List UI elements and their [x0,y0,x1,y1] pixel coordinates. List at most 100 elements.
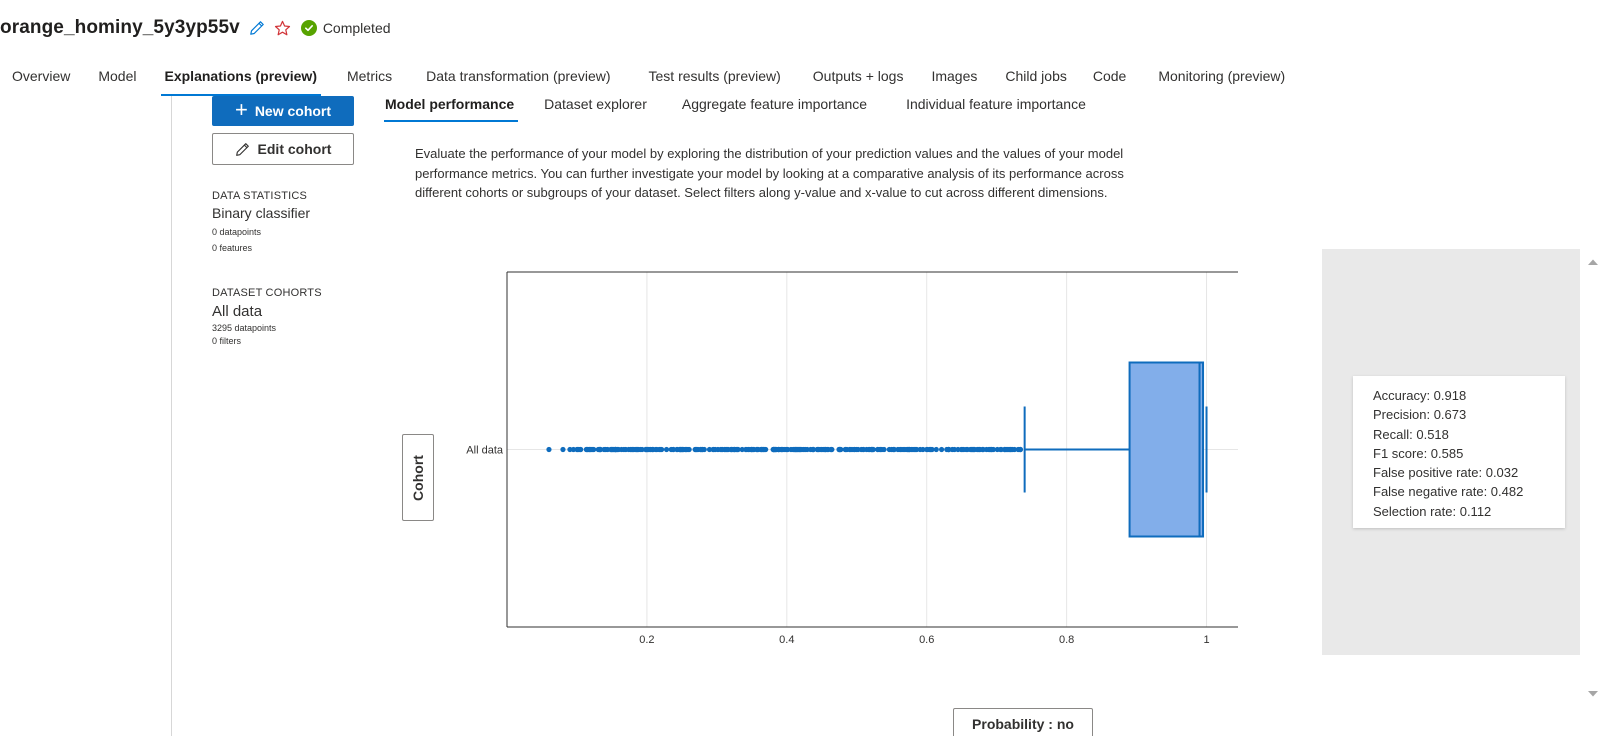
y-category-label: All data [466,445,504,457]
x-tick-label: 0.8 [1059,634,1074,646]
outlier-point [928,446,934,453]
outlier-point [898,446,904,453]
outlier-point [851,446,857,453]
edit-name-pencil-icon[interactable] [249,20,265,36]
description: Evaluate the performance of your model b… [415,146,1124,200]
outlier-point [587,446,593,453]
x-tick-label: 0.2 [639,634,654,646]
outlier-point [836,446,843,453]
outlier-point [938,446,945,453]
subtab-individual-feature-importance[interactable]: Individual feature importance [906,96,1086,112]
outlier-point [694,446,700,453]
outlier-point [644,446,650,453]
outlier-point [1011,446,1018,453]
tab-child-jobs[interactable]: Child jobs [1005,68,1067,84]
outlier-point [633,446,639,453]
outlier-point [654,446,660,453]
outlier-point [629,446,636,453]
outlier-point [877,446,883,453]
scroll-down-icon[interactable] [1586,688,1600,700]
outlier-point [618,446,625,453]
outlier-point [771,446,778,453]
outlier-point [816,446,822,453]
new-cohort-button[interactable]: + New cohort [212,96,354,126]
outlier-point [823,446,829,453]
tab-overview[interactable]: Overview [12,68,71,84]
y-axis-cohort-button[interactable]: Cohort [402,434,434,521]
metric-item: F1 score: 0.585 [1373,445,1464,461]
outlier-point [739,446,745,453]
outlier-point [597,446,604,453]
box-iqr [1128,361,1205,538]
outlier-point [706,446,713,453]
outlier-point [670,446,676,453]
outlier-point [758,446,765,453]
tab-outputs-logs[interactable]: Outputs + logs [812,68,904,84]
dataset-cohorts-heading: DATASET COHORTS [212,287,322,299]
subtab-aggregate-feature-importance[interactable]: Aggregate feature importance [681,96,868,112]
x-tick-label: 0.6 [919,634,934,646]
metric-item: Precision: 0.673 [1373,407,1467,423]
status-text: Completed [322,20,391,36]
outlier-point [792,446,798,453]
outlier-point [955,446,961,453]
subtab-model-performance[interactable]: Model performance [383,88,519,122]
edit-cohort-button[interactable]: Edit cohort [212,133,354,165]
x-axis-probability-button[interactable]: Probability : no [953,708,1093,736]
metric-item: Recall: 0.518 [1373,426,1449,442]
outlier-point [779,446,785,453]
data-statistics-heading: DATA STATISTICS [212,190,308,202]
outlier-point [601,446,607,453]
outlier-point [743,446,749,453]
outlier-point [881,446,887,453]
tab-images[interactable]: Images [931,68,978,84]
datapoints-count: 0 datapoints [212,227,262,237]
tab-monitoring[interactable]: Monitoring (preview) [1158,68,1286,84]
features-count: 0 features [212,243,253,253]
job-tabs: Overview Model Explanations (preview) Me… [0,58,1286,96]
outlier-point [729,446,735,453]
subtab-dataset-explorer[interactable]: Dataset explorer [544,96,647,112]
cohort-filters: 0 filters [212,336,242,346]
model-performance-box-plot: 0.2 0.4 0.6 0.8 1 All data [466,271,1238,646]
plus-icon: + [234,97,248,122]
favorite-star-icon[interactable] [274,20,291,37]
x-tick-label: 0.4 [779,634,794,646]
outlier-point [802,446,808,453]
outlier-point [933,446,939,453]
tab-explanations[interactable]: Explanations (preview) [160,58,322,96]
outlier-point [911,446,918,453]
outlier-point [698,446,704,453]
outlier-point [997,446,1004,453]
cohort-datapoints: 3295 datapoints [212,323,277,333]
data-statistics: DATA STATISTICS Binary classifier 0 data… [212,190,362,253]
outlier-point [683,446,689,453]
checkmark-circle-icon [300,20,317,36]
tab-metrics[interactable]: Metrics [346,68,393,84]
outlier-point [870,446,876,453]
outlier-point [775,446,781,453]
outlier-point [902,446,908,453]
scroll-up-icon[interactable] [1586,256,1600,268]
divider [171,96,172,736]
metrics-card: Accuracy: 0.918 Precision: 0.673 Recall: 0… [1353,376,1565,528]
outlier-point [808,446,814,453]
tab-code[interactable]: Code [1092,68,1127,84]
tab-data-transformation[interactable]: Data transformation (preview) [426,68,611,84]
outlier-point [560,446,566,453]
outlier-point [663,446,670,453]
metric-item: False positive rate: 0.032 [1373,465,1519,481]
outlier-point [570,446,577,453]
outlier-point [842,446,848,453]
outlier-point [677,446,683,453]
outlier-point [891,446,897,453]
tab-model[interactable]: Model [98,68,137,84]
tab-test-results[interactable]: Test results (preview) [648,68,781,84]
outlier-point [712,446,718,453]
outlier-point [718,446,724,453]
explanation-subtabs: Model performance Dataset explorer Aggre… [383,88,1086,124]
metric-item: Selection rate: 0.112 [1373,503,1492,519]
dataset-cohorts: DATASET COHORTS All data 3295 datapoints… [212,287,362,346]
scrollbar[interactable] [1580,249,1606,706]
x-tick-label: 1 [1203,634,1209,646]
